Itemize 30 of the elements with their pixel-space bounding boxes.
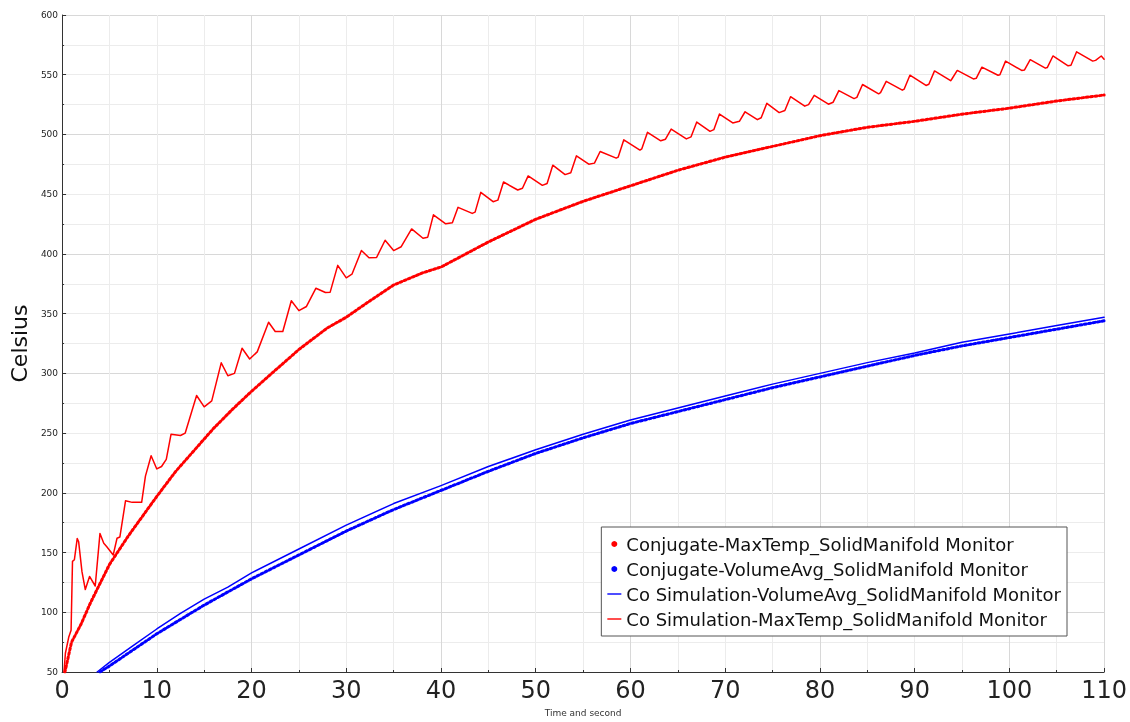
y-axis-title: Celsius (6, 304, 32, 383)
legend-label: Conjugate-VolumeAvg_SolidManifold Monitor (626, 558, 1029, 581)
y-tick-label: 500 (40, 129, 59, 140)
x-tick-label: 60 (615, 676, 646, 704)
x-tick-label: 0 (54, 676, 70, 704)
legend-label: Co Simulation-VolumeAvg_SolidManifold Monitor (626, 583, 1062, 606)
legend-label: Conjugate-MaxTemp_SolidManifold Monitor (626, 533, 1015, 556)
x-axis-title: Time and second (543, 707, 622, 718)
x-tick-label: 90 (899, 676, 930, 704)
y-tick-label: 600 (40, 10, 59, 20)
y-tick-label: 250 (40, 428, 59, 439)
x-tick-label: 10 (141, 676, 173, 704)
y-tick-label: 200 (40, 487, 59, 498)
y-tick-label: 400 (40, 248, 59, 259)
y-tick-label: 150 (40, 547, 59, 558)
x-tick-label: 110 (1081, 676, 1127, 704)
x-tick-label: 80 (804, 676, 836, 704)
x-tick-label: 30 (330, 676, 362, 704)
y-tick-label: 300 (40, 368, 59, 379)
y-tick-label: 350 (40, 308, 59, 319)
y-tick-label: 50 (46, 667, 59, 677)
x-tick-label: 50 (520, 676, 551, 704)
y-tick-label: 550 (40, 69, 59, 80)
x-tick-label: 70 (709, 676, 741, 704)
y-tick-label: 100 (40, 607, 59, 618)
legend-label: Co Simulation-MaxTemp_SolidManifold Monitor (626, 608, 1048, 631)
x-tick-label: 20 (236, 676, 267, 704)
x-tick-label: 40 (425, 676, 457, 704)
x-tick-label: 100 (986, 676, 1033, 704)
y-tick-label: 450 (40, 189, 59, 200)
